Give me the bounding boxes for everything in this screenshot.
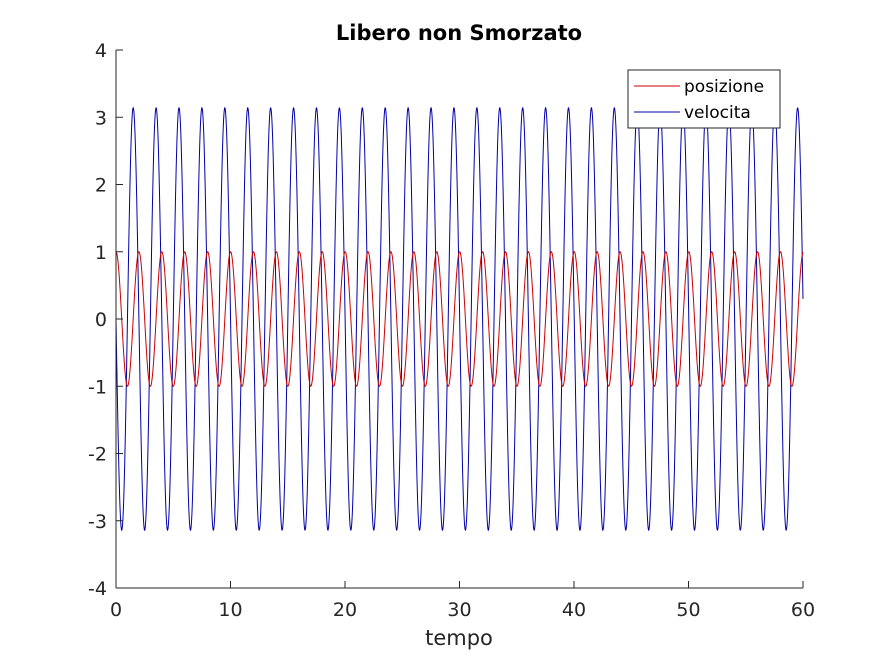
x-tick-label: 50 — [676, 599, 700, 621]
x-tick-label: 20 — [333, 599, 357, 621]
legend-label-velocita: velocita — [684, 103, 751, 123]
plot-lines — [115, 106, 804, 532]
x-axis-label: tempo — [425, 626, 493, 650]
series-line-posizione — [115, 251, 804, 387]
legend-box — [627, 69, 781, 129]
y-tick-label: 0 — [95, 309, 107, 331]
x-tick-label: 40 — [562, 599, 586, 621]
y-tick-label: 3 — [95, 107, 107, 129]
y-tick-label: -4 — [88, 578, 107, 600]
chart-title: Libero non Smorzato — [336, 21, 582, 45]
legend: posizione velocita — [627, 69, 781, 129]
x-tick-label: 30 — [447, 599, 471, 621]
series-line-velocita — [115, 106, 804, 532]
y-tick-label: 1 — [95, 242, 107, 264]
y-tick-label: -3 — [88, 511, 107, 533]
y-tick-label: 2 — [95, 175, 107, 197]
axes: 0 10 20 30 40 50 60 -4 -3 -2 -1 0 1 2 3 4 — [88, 40, 815, 621]
x-tick-label: 10 — [218, 599, 242, 621]
x-tick-label: 60 — [791, 599, 815, 621]
y-tick-label: -1 — [88, 376, 107, 398]
x-tick-label: 0 — [110, 599, 122, 621]
y-tick-label: -2 — [88, 444, 107, 466]
legend-label-posizione: posizione — [684, 77, 764, 97]
y-tick-label: 4 — [95, 40, 107, 62]
